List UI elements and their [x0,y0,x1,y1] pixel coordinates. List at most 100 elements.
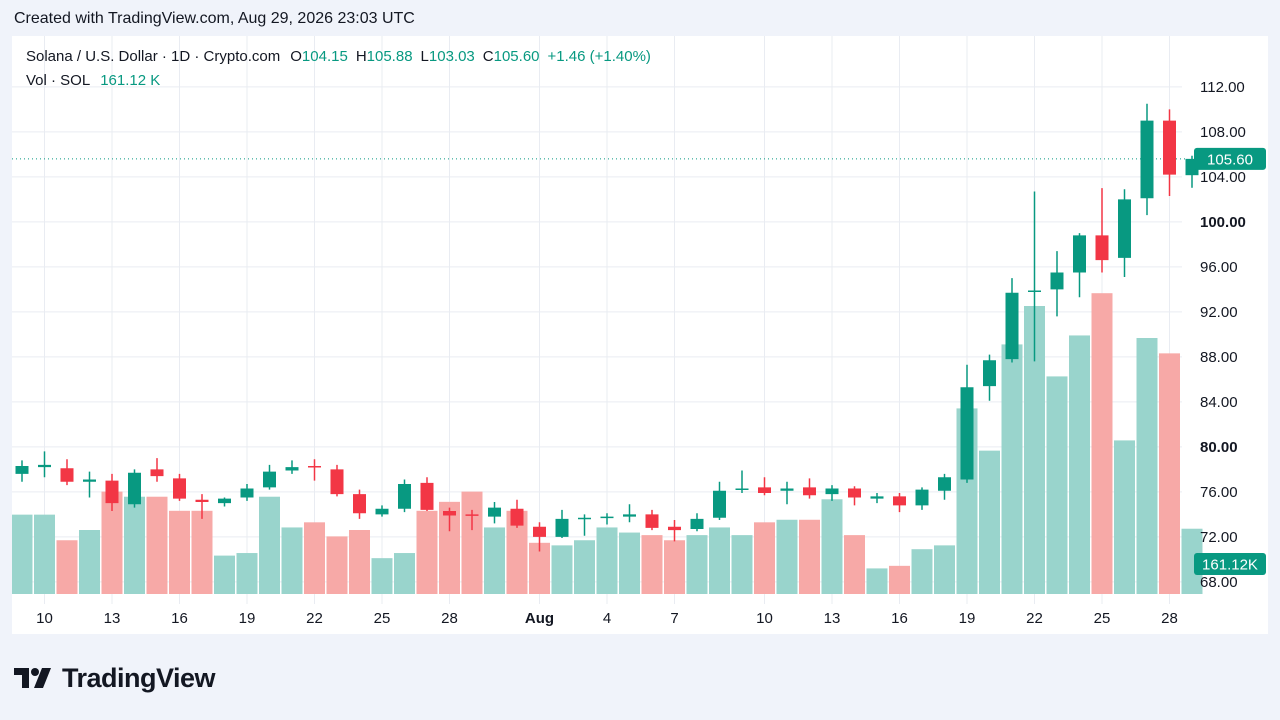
volume-bar[interactable] [1136,338,1158,594]
candle-body[interactable] [375,508,389,515]
candle-body[interactable] [713,490,726,518]
candle-body[interactable] [848,488,861,498]
candle-body[interactable] [645,514,659,528]
candle-body[interactable] [1095,235,1109,261]
candle-body[interactable] [420,482,434,510]
volume-bar[interactable] [416,510,438,594]
candle-body[interactable] [1073,235,1086,273]
volume-bar[interactable] [686,535,708,594]
volume-legend[interactable]: Vol · SOL 161.12 K [26,72,160,89]
candle-body[interactable] [803,487,816,496]
candle-body[interactable] [555,518,569,537]
volume-bar[interactable] [529,542,550,594]
candle-body[interactable] [1028,290,1041,293]
candle-body[interactable] [915,489,929,506]
volume-bar[interactable] [371,558,393,594]
candle-body[interactable] [60,468,74,482]
candle-body[interactable] [173,478,186,499]
candle-body[interactable] [668,526,681,531]
volume-bar[interactable] [281,527,303,594]
volume-bar[interactable] [641,535,663,594]
candle-body[interactable] [1140,120,1154,199]
candle-body[interactable] [83,479,96,482]
symbol-legend[interactable]: Solana / U.S. Dollar · 1D · Crypto.com O1… [26,48,651,65]
volume-bar[interactable] [326,536,348,594]
candle-body[interactable] [398,484,411,509]
volume-bar[interactable] [799,519,820,594]
volume-bar[interactable] [1181,528,1203,594]
candle-body[interactable] [1050,272,1064,290]
candle-body[interactable] [780,488,794,491]
candle-body[interactable] [218,498,231,504]
candle-body[interactable] [285,467,299,471]
candle-body[interactable] [600,516,614,519]
volume-bar[interactable] [844,535,865,594]
volume-bar[interactable] [664,540,685,594]
candle-body[interactable] [195,499,209,502]
volume-bar[interactable] [754,522,775,594]
volume-bar[interactable] [484,527,505,594]
volume-bar[interactable] [1114,440,1135,594]
volume-bar[interactable] [56,540,78,594]
volume-bar[interactable] [1024,306,1045,594]
volume-bar[interactable] [776,519,798,594]
volume-bar[interactable] [349,530,370,594]
volume-bar[interactable] [304,522,325,594]
volume-bar[interactable] [596,527,618,594]
volume-bar[interactable] [394,553,415,594]
candle-body[interactable] [105,480,119,504]
volume-bar[interactable] [1069,335,1090,594]
volume-bar[interactable] [821,499,843,594]
candle-body[interactable] [150,469,164,477]
volume-bar[interactable] [889,565,910,594]
candle-body[interactable] [330,469,344,495]
volume-bar[interactable] [34,514,55,594]
volume-bar[interactable] [146,496,168,594]
candle-body[interactable] [38,464,51,468]
candle-body[interactable] [578,517,591,520]
volume-bar[interactable] [709,527,730,594]
candle-body[interactable] [870,496,884,499]
volume-bar[interactable] [12,514,33,594]
chart-panel[interactable]: 68.00 72.00 76.00 80.00 84.00 88.00 92.00 96.00… [12,36,1268,634]
candle-body[interactable] [533,526,546,537]
volume-bar[interactable] [506,510,528,594]
candle-body[interactable] [1005,292,1019,360]
candle-body[interactable] [1118,199,1131,258]
candle-body[interactable] [758,487,771,493]
candle-body[interactable] [825,488,839,495]
candle-body[interactable] [510,508,524,526]
tradingview-brand[interactable]: TradingView [14,660,216,696]
volume-bar[interactable] [124,496,145,594]
volume-bar[interactable] [1046,376,1068,594]
candle-body[interactable] [690,518,704,529]
volume-bar[interactable] [169,510,190,594]
candle-body[interactable] [488,507,501,517]
candle-body[interactable] [465,514,479,516]
volume-bar[interactable] [911,549,933,594]
candle-body[interactable] [938,477,951,491]
volume-bar[interactable] [731,535,753,594]
candle-body[interactable] [1163,120,1176,175]
volume-bar[interactable] [236,553,258,594]
candle-body[interactable] [240,488,254,498]
candle-body[interactable] [308,466,321,468]
volume-bar[interactable] [461,491,483,594]
volume-bar[interactable] [934,545,955,594]
volume-bar[interactable] [866,568,888,594]
candle-body[interactable] [623,514,636,517]
candle-body[interactable] [353,494,366,514]
candle-body[interactable] [893,496,906,506]
candle-body[interactable] [15,466,29,474]
volume-bar[interactable] [1159,353,1180,594]
volume-bar[interactable] [101,491,123,594]
candle-body[interactable] [960,387,974,480]
candle-body[interactable] [128,472,141,505]
volume-bar[interactable] [574,540,595,594]
volume-bar[interactable] [191,510,213,594]
candle-body[interactable] [263,471,276,488]
candlestick-chart[interactable]: 68.00 72.00 76.00 80.00 84.00 88.00 92.00 96.00… [12,36,1268,634]
volume-bar[interactable] [439,501,460,594]
volume-bar[interactable] [551,545,573,594]
candle-body[interactable] [735,488,749,491]
